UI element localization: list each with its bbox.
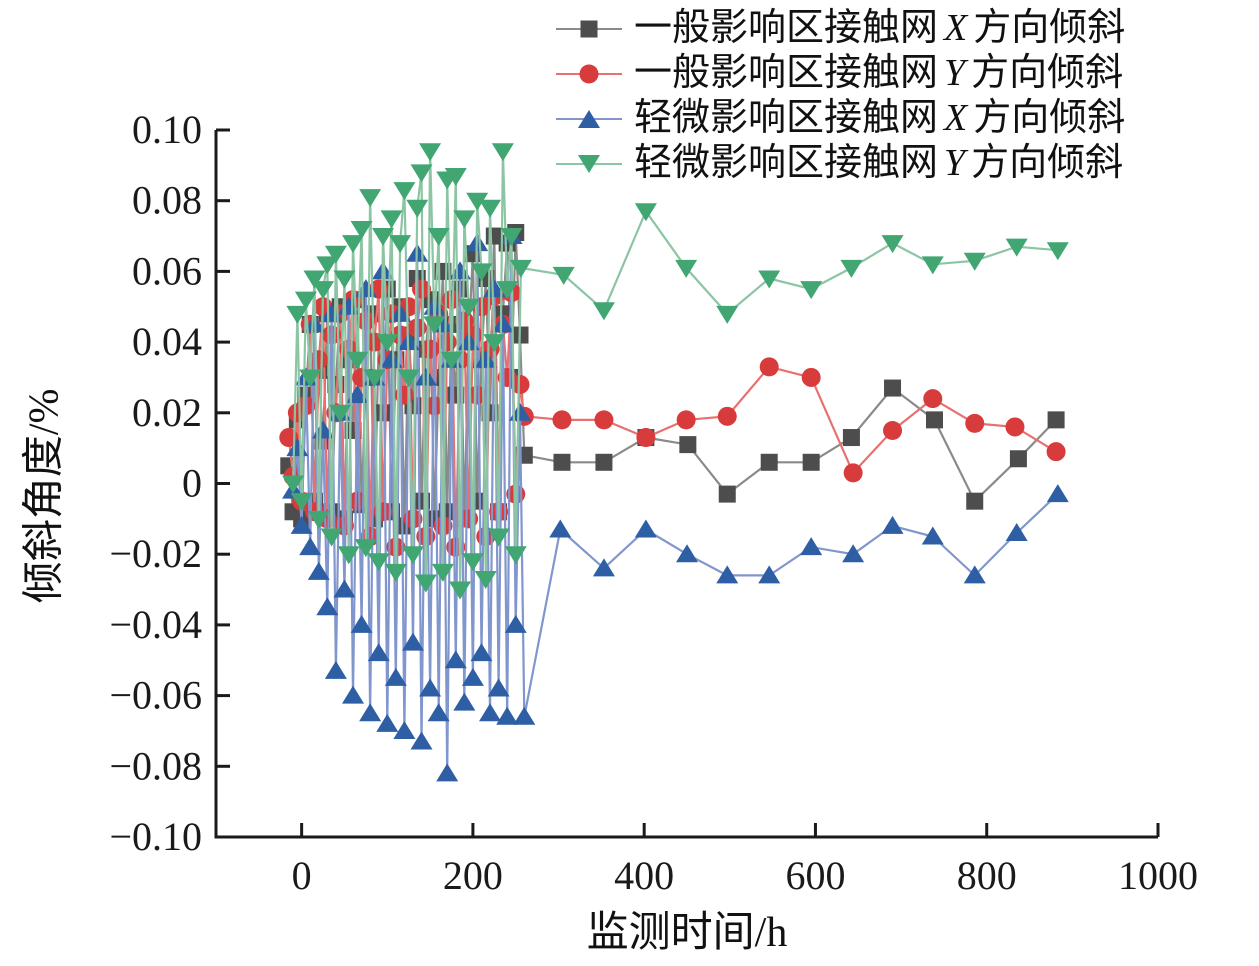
y-tick-label: 0.04	[132, 319, 202, 364]
legend-swatch-triangle-up	[556, 107, 622, 131]
x-tick-label: 200	[443, 853, 503, 898]
x-axis-title: 监测时间/h	[586, 910, 788, 956]
circle-marker-icon	[579, 64, 599, 83]
x-tick-label: 400	[614, 853, 674, 898]
y-tick-label: 0.10	[132, 107, 202, 152]
x-tick-label: 800	[957, 853, 1017, 898]
y-axis-title: 倾斜角度/%	[21, 388, 68, 604]
y-tick-label: 0.08	[132, 178, 202, 223]
y-tick-label: −0.10	[109, 814, 202, 859]
legend-label: 一般影响区接触网 Y 方向倾斜	[634, 52, 1124, 94]
series-triangle-down	[282, 143, 1069, 600]
series-line	[292, 236, 1059, 774]
legend-label: 一般影响区接触网 X 方向倾斜	[634, 7, 1126, 49]
legend-swatch-square	[556, 17, 622, 41]
legend-swatch-triangle-down	[556, 152, 622, 176]
axes: 0 200 400 600 800 1000 0.10 0.08 0.06 0.04 0.02 0 −0…	[109, 107, 1198, 898]
legend-label: 轻微影响区接触网 Y 方向倾斜	[634, 142, 1124, 184]
x-tick-label: 600	[785, 853, 845, 898]
y-tick-label: 0.06	[132, 248, 202, 293]
legend-item: 一般影响区接触网 X 方向倾斜	[556, 6, 1125, 51]
y-tick-label: −0.04	[109, 602, 202, 647]
legend-swatch-circle	[556, 62, 622, 86]
legend-label: 轻微影响区接触网 X 方向倾斜	[634, 97, 1126, 139]
legend-item: 轻微影响区接触网 X 方向倾斜	[556, 96, 1125, 141]
y-tick-label: −0.08	[109, 743, 202, 788]
series-triangle-up	[282, 226, 1069, 782]
y-tick-label: −0.06	[109, 673, 202, 718]
y-tick-label: 0.02	[132, 390, 202, 435]
square-marker-icon	[580, 20, 598, 37]
legend: 一般影响区接触网 X 方向倾斜 一般影响区接触网 Y 方向倾斜 轻微影响区接触网 X 方向倾…	[556, 6, 1125, 186]
legend-item: 轻微影响区接触网 Y 方向倾斜	[556, 141, 1125, 186]
legend-item: 一般影响区接触网 Y 方向倾斜	[556, 51, 1125, 96]
x-tick-label: 0	[292, 853, 312, 898]
triangle-down-marker-icon	[578, 154, 600, 173]
y-tick-label: 0	[182, 461, 202, 506]
x-tick-label: 1000	[1118, 853, 1198, 898]
triangle-up-marker-icon	[578, 109, 600, 128]
y-tick-label: −0.02	[109, 531, 202, 576]
